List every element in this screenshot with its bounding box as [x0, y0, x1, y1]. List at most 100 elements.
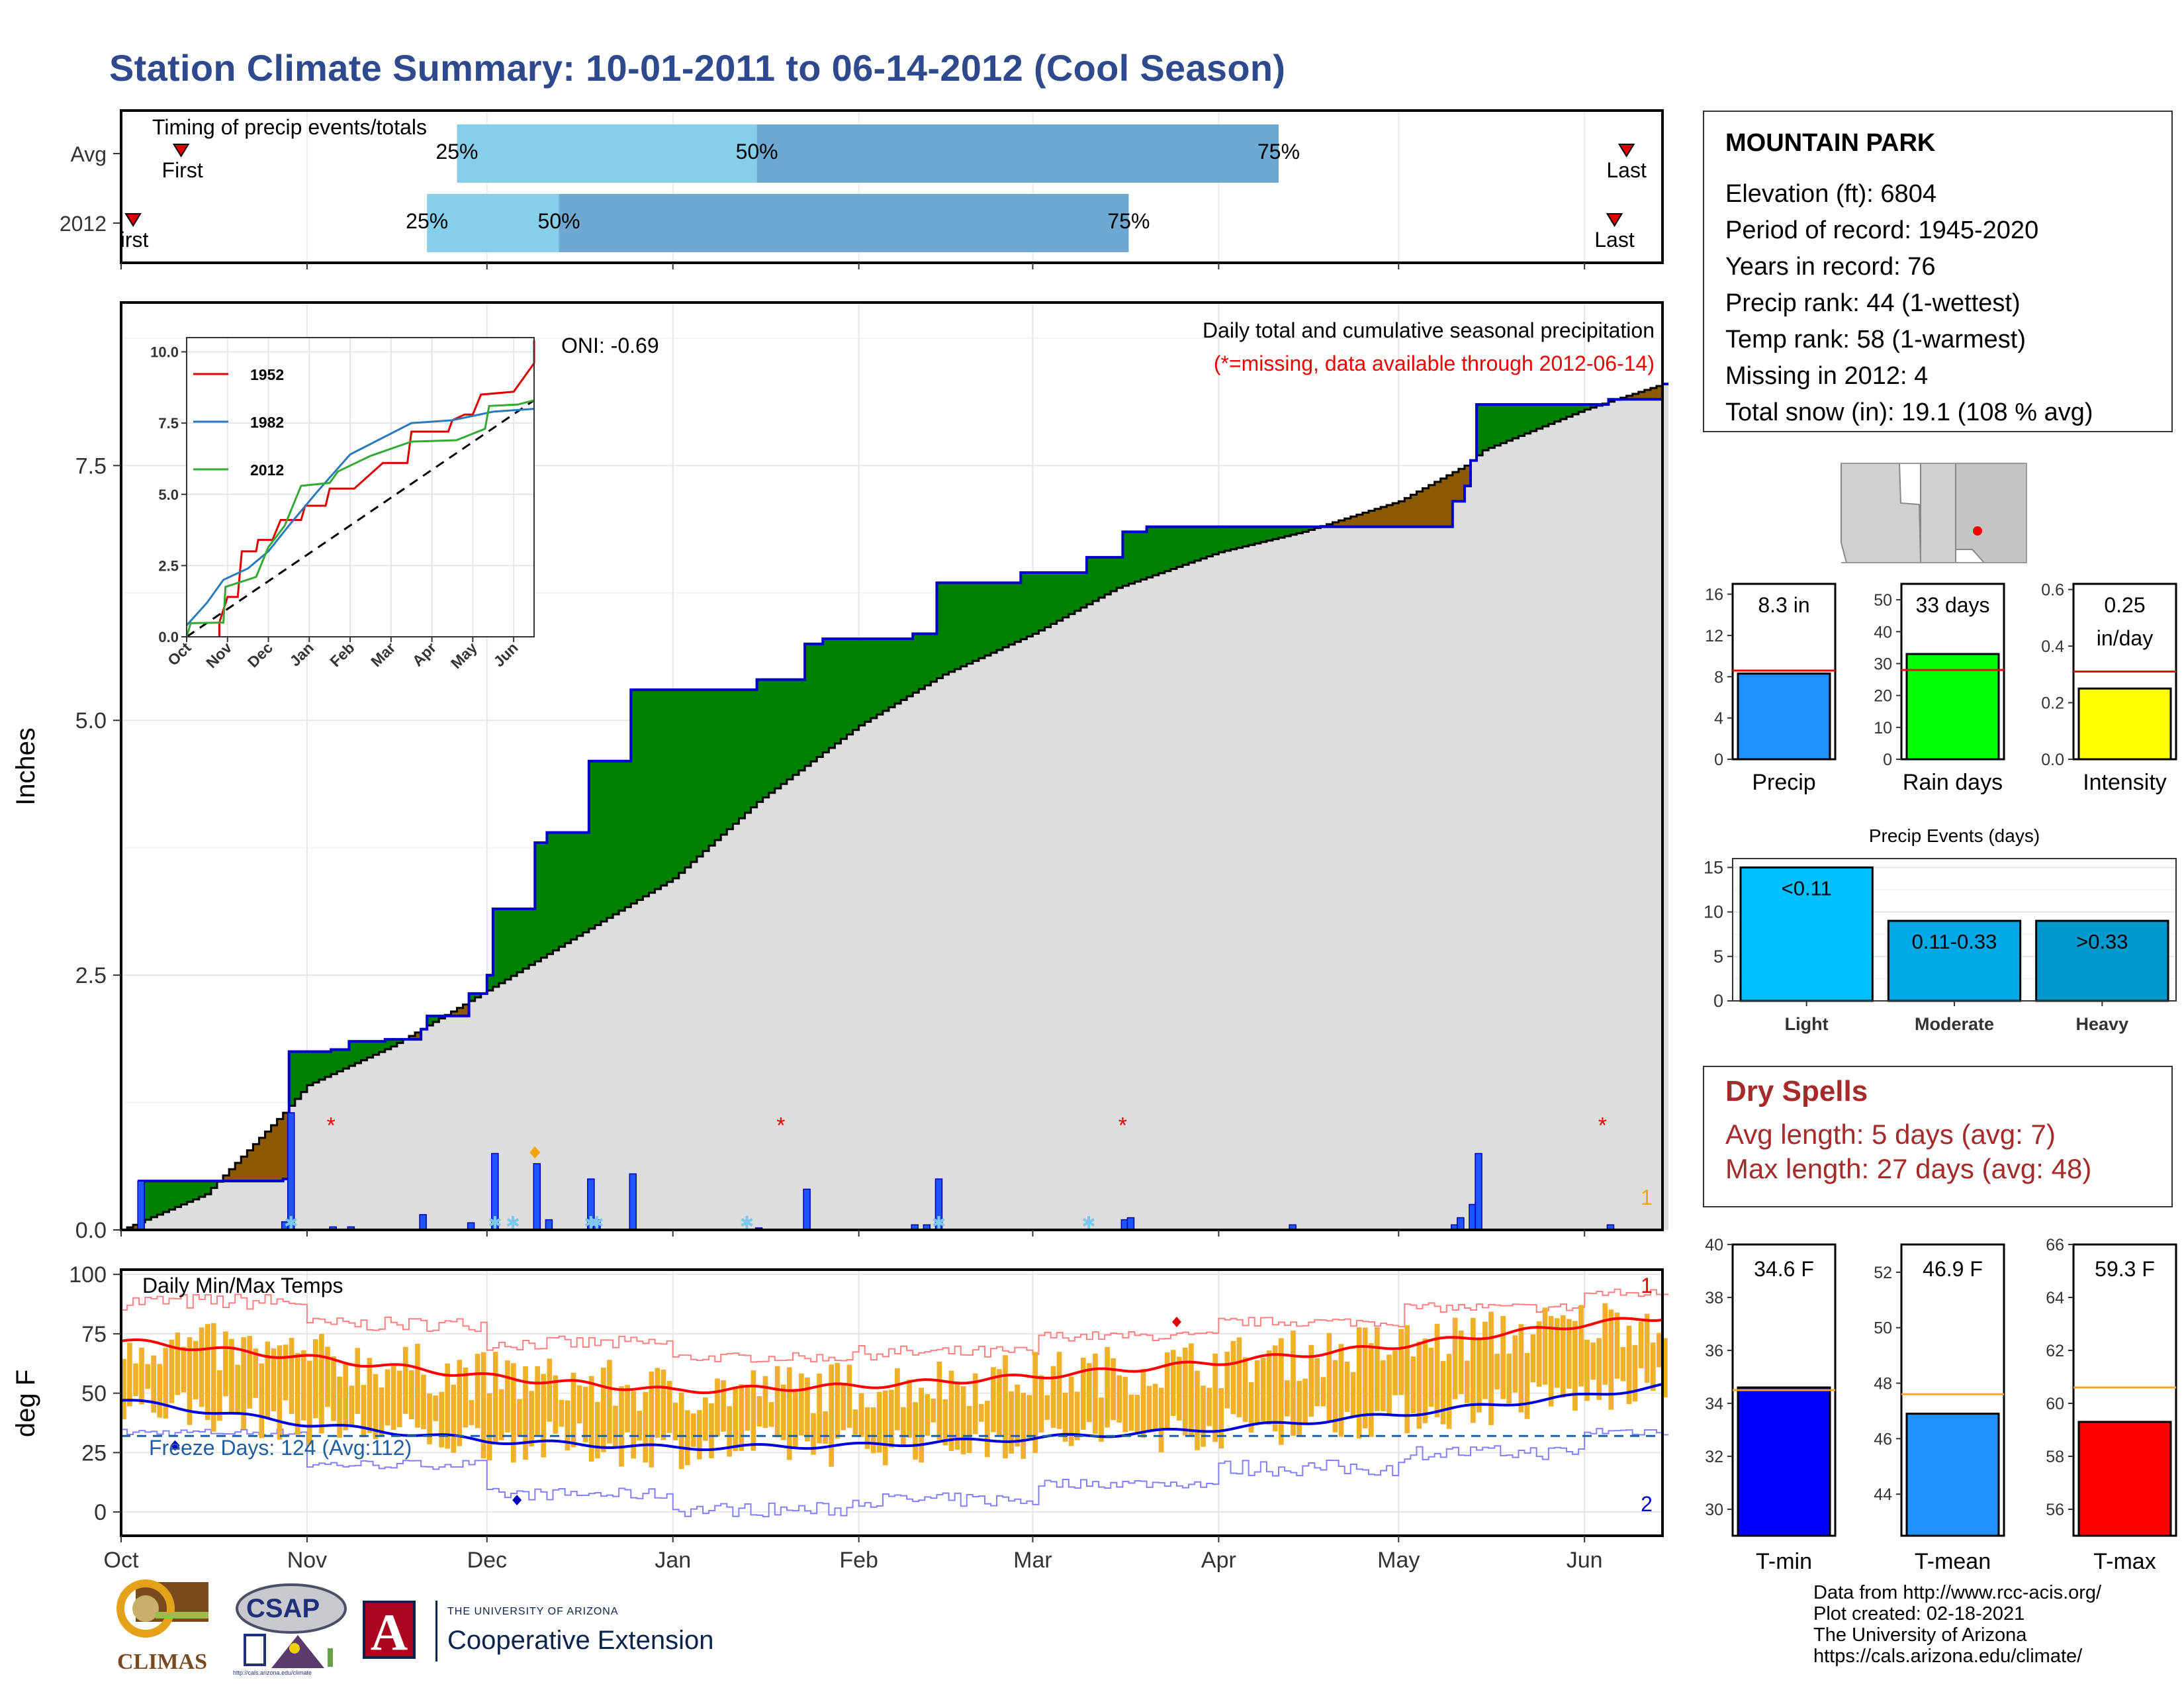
record-high-line: [121, 1288, 1669, 1363]
below-normal-area: [1356, 514, 1363, 527]
credit-line: Plot created: 02-18-2021: [1813, 1603, 2025, 1624]
above-normal-area: [666, 690, 674, 882]
below-normal-area: [1464, 465, 1471, 487]
above-normal-area: [619, 761, 625, 911]
above-normal-area: [1116, 557, 1123, 588]
above-normal-area: [199, 1181, 206, 1197]
below-normal-area: [1387, 504, 1393, 527]
daily-temp-range-bar: [792, 1388, 798, 1449]
credit-line: Data from http://www.rcc-acis.org/: [1813, 1582, 2102, 1603]
normal-precip-fill: [121, 384, 1669, 1231]
inset-series-line-1982: [185, 408, 535, 626]
daily-temp-range-bar: [1482, 1321, 1488, 1399]
above-normal-area: [709, 690, 715, 846]
inset-series-line-1952: [218, 340, 535, 637]
daily-temp-range-bar: [1134, 1395, 1140, 1433]
precip-event-bar: [1887, 919, 2022, 1002]
daily-temp-range-bar: [133, 1363, 138, 1397]
above-normal-area: [643, 690, 650, 897]
timing-bar-q1: [457, 124, 757, 183]
daily-temp-range-bar: [666, 1380, 672, 1433]
daily-temp-range-bar: [805, 1377, 810, 1442]
daily-temp-range-bar: [367, 1358, 373, 1433]
below-normal-area: [1375, 508, 1381, 527]
daily-temp-range-bar: [625, 1385, 630, 1432]
daily-temp-range-bar: [1183, 1347, 1188, 1436]
daily-temp-range-bar: [1548, 1316, 1554, 1407]
above-normal-area: [1548, 404, 1555, 424]
ua-a-icon: A: [363, 1601, 416, 1661]
daily-temp-range-bar: [1140, 1368, 1146, 1438]
daily-temp-range-bar: [823, 1411, 828, 1444]
timing-bar-q2: [559, 194, 1129, 252]
above-normal-area: [469, 993, 476, 1002]
above-normal-area: [745, 690, 752, 813]
last-event-label: Last: [1606, 158, 1647, 182]
ua-divider: [435, 1601, 437, 1662]
credit-line: The University of Arizona: [1813, 1624, 2027, 1646]
above-normal-area: [625, 761, 631, 908]
record-low-marker: [512, 1495, 522, 1506]
tsum-y-tick-label: 64: [2046, 1289, 2064, 1307]
daily-temp-range-bar: [1302, 1378, 1308, 1425]
daily-temp-range-bar: [1212, 1353, 1218, 1442]
precip-event-threshold-label: 0.11-0.33: [1912, 930, 1997, 953]
above-normal-area: [511, 909, 518, 976]
below-normal-area: [283, 1112, 290, 1180]
above-normal-area: [829, 639, 836, 748]
daily-temp-range-bar: [331, 1356, 336, 1421]
daily-temp-range-bar: [121, 1358, 126, 1420]
daily-temp-range-bar: [1116, 1375, 1122, 1423]
events-y-tick-label: 15: [1704, 857, 1723, 877]
daily-temp-range-bar: [1398, 1329, 1404, 1395]
daily-temp-range-bar: [396, 1370, 402, 1427]
above-normal-area: [1518, 404, 1525, 436]
month-axis-label: Feb: [839, 1548, 878, 1573]
below-normal-area: [241, 1156, 248, 1182]
above-normal-area: [600, 761, 608, 922]
oni-label: ONI: -0.69: [561, 334, 659, 357]
missing-data-marker: *: [1118, 1113, 1127, 1139]
page-title: Station Climate Summary: 10-01-2011 to 0…: [109, 47, 1286, 89]
daily-temp-range-bar: [1608, 1309, 1614, 1410]
daily-temp-range-bar: [768, 1401, 774, 1427]
above-normal-area: [1062, 572, 1069, 618]
first-event-marker: [172, 144, 190, 158]
totals-y-tick-label: 0.2: [2041, 694, 2064, 713]
daily-temp-range-bar: [289, 1338, 295, 1415]
daily-temp-range-bar: [1320, 1377, 1326, 1407]
above-normal-area: [1530, 404, 1537, 432]
above-normal-area: [919, 633, 925, 689]
month-axis-label: May: [1377, 1548, 1420, 1573]
snow-day-marker: ✱: [488, 1213, 502, 1233]
daily-temp-range-bar: [780, 1384, 786, 1440]
above-normal-area: [517, 909, 523, 972]
daily-temp-range-bar: [1224, 1352, 1230, 1409]
totals-y-tick-label: 40: [1874, 623, 1892, 641]
temp-bottom-label: 2: [1641, 1492, 1653, 1516]
above-normal-area: [1500, 404, 1507, 444]
daily-temp-range-bar: [1026, 1395, 1032, 1438]
daily-temp-range-bar: [588, 1376, 594, 1462]
daily-temp-range-bar: [1477, 1339, 1482, 1413]
below-normal-area: [1428, 485, 1435, 527]
daily-temp-range-bar: [223, 1331, 228, 1397]
above-normal-area: [1560, 404, 1567, 420]
daily-temp-range-bar: [306, 1360, 312, 1445]
above-normal-area: [703, 690, 709, 851]
daily-temp-range-bar: [811, 1413, 816, 1455]
daily-temp-range-bar: [1105, 1346, 1110, 1428]
above-normal-area: [1099, 557, 1105, 598]
temp-y-tick-label: 75: [81, 1322, 107, 1347]
station-line: Period of record: 1945-2020: [1725, 216, 2039, 244]
daily-temp-range-bar: [631, 1391, 636, 1459]
inset-normal-line: [186, 399, 535, 638]
tsum-y-tick-label: 32: [1705, 1448, 1723, 1466]
temp-y-tick-label: 25: [81, 1440, 107, 1466]
above-normal-area: [799, 679, 805, 771]
station-line: Temp rank: 58 (1-warmest): [1725, 326, 2026, 353]
daily-temp-range-bar: [1650, 1342, 1656, 1391]
below-normal-area: [451, 1011, 458, 1016]
above-normal-area: [1272, 526, 1279, 539]
daily-temp-range-bar: [1338, 1344, 1344, 1437]
